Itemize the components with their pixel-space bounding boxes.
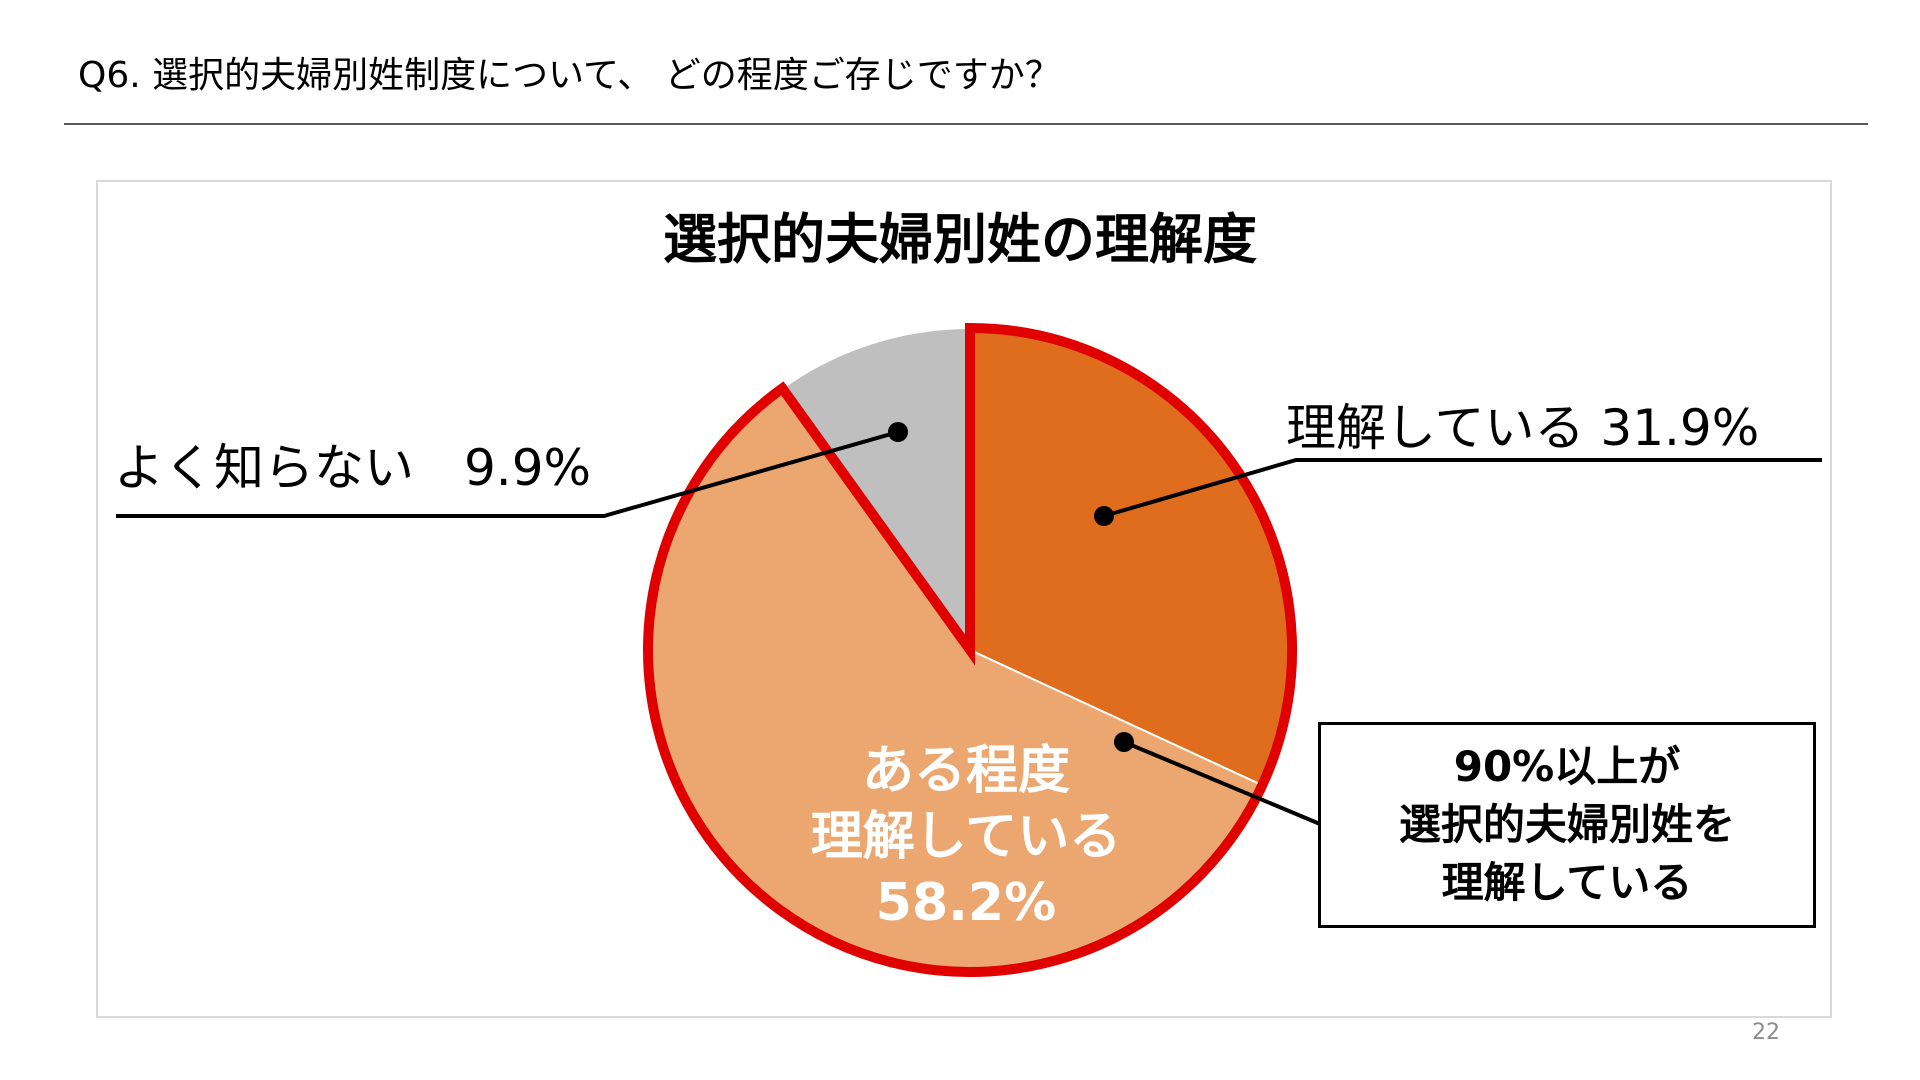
chart-frame — [96, 180, 1832, 1018]
chart-title: 選択的夫婦別姓の理解度 — [663, 208, 1257, 271]
leader-understand-line — [1103, 458, 1822, 518]
summary-line3: 理解している — [1441, 858, 1693, 907]
leader-understand-dot — [1094, 506, 1114, 526]
slice-label-somewhat-line2: 理解している — [810, 807, 1122, 867]
leader-unfamiliar-line — [116, 430, 899, 518]
page-number: 22 — [1752, 1020, 1780, 1045]
summary-line1: 90%以上が — [1453, 742, 1681, 791]
leader-somewhat-dot — [1114, 732, 1134, 752]
question-heading: Q6. 選択的夫婦別姓制度について、 どの程度ご存じですか？ — [78, 55, 1061, 96]
slice-label-somewhat: ある程度 理解している 58.2% — [766, 738, 1166, 936]
slice-label-somewhat-line1: ある程度 — [861, 741, 1070, 801]
slice-label-unfamiliar: よく知らない 9.9% — [114, 439, 592, 497]
summary-line2: 選択的夫婦別姓を — [1398, 800, 1735, 849]
slice-label-understand: 理解している 31.9% — [1286, 399, 1760, 457]
slice-label-somewhat-value: 58.2% — [875, 873, 1057, 933]
leader-unfamiliar-dot — [888, 422, 908, 442]
summary-callout-box: 90%以上が 選択的夫婦別姓を 理解している — [1318, 722, 1816, 928]
header-divider — [64, 123, 1868, 125]
pie-slice-unfamiliar — [780, 326, 971, 654]
leader-somewhat-line — [1123, 740, 1321, 826]
highlight-outline — [643, 322, 1297, 977]
